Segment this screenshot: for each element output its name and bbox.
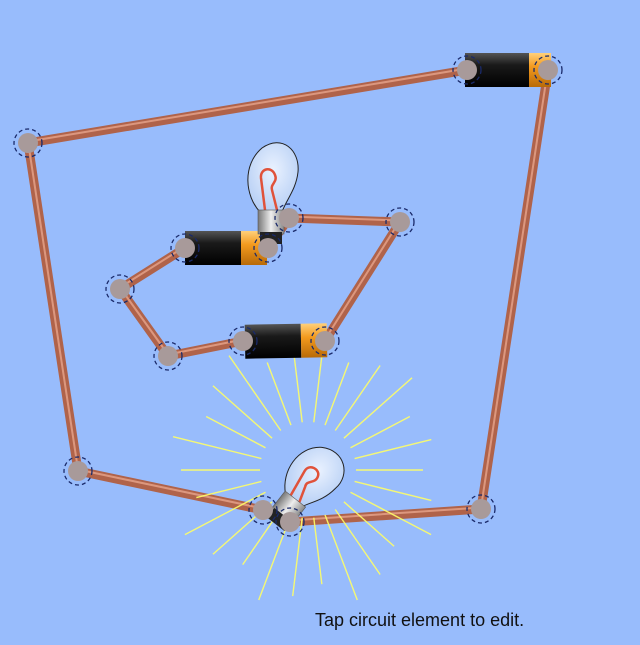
wire-segment[interactable] [115,243,190,294]
wire-highlight [324,219,401,341]
junction-node[interactable] [275,507,305,537]
glow-ray [350,415,411,449]
bulb-glass [247,142,299,213]
junction-node[interactable] [533,55,563,85]
wire-highlight [119,245,186,289]
hint-text: Tap circuit element to edit. [315,610,525,630]
wire-highlight [167,338,244,356]
bulb-glow-rays [172,331,432,601]
bulb-glass [284,446,345,508]
wire-highlight [288,215,401,222]
junction-node[interactable] [228,326,258,356]
glow-ray [205,415,266,449]
glow-ray [324,362,350,426]
wire-highlight [119,286,169,356]
wire-segment[interactable] [23,65,472,148]
glow-ray [212,385,273,439]
wire-segment[interactable] [285,504,486,527]
bulb-filament [289,466,320,503]
junction-node[interactable] [310,326,340,356]
junction-node[interactable] [385,207,415,237]
junction-node[interactable] [452,55,482,85]
wire-highlight [289,506,482,522]
wire-segment[interactable] [73,466,268,515]
junction-node[interactable] [63,456,93,486]
glow-ray [350,491,432,536]
wire-highlight [27,67,468,143]
wire-segment[interactable] [163,336,248,361]
battery-inner-upper[interactable] [185,231,267,265]
glow-ray [266,362,292,426]
glow-ray [334,365,381,431]
wire-highlight [480,67,549,509]
glow-ray [324,514,358,601]
junction-node[interactable] [170,233,200,263]
junctions-layer[interactable] [13,55,563,537]
bulb-filament [259,168,279,211]
junction-node[interactable] [13,128,43,158]
glow-ray [343,377,413,439]
junction-node[interactable] [248,495,278,525]
glow-ray [228,355,282,431]
junction-node[interactable] [253,233,283,263]
wire-highlight [77,468,264,510]
junction-node[interactable] [466,494,496,524]
wire-highlight [27,140,79,471]
wires-layer [23,65,553,527]
glow-ray [313,517,323,585]
glow-ray [172,436,262,460]
junction-node[interactable] [153,341,183,371]
glow-ray [334,509,381,575]
junction-node[interactable] [274,203,304,233]
wire-segment[interactable] [284,213,405,227]
glow-ray [354,480,432,502]
bulb-unlit[interactable] [247,142,299,244]
glow-ray [196,480,262,499]
junction-node[interactable] [105,274,135,304]
glow-ray [184,491,266,536]
glow-ray [354,438,432,460]
glow-ray [343,501,395,547]
